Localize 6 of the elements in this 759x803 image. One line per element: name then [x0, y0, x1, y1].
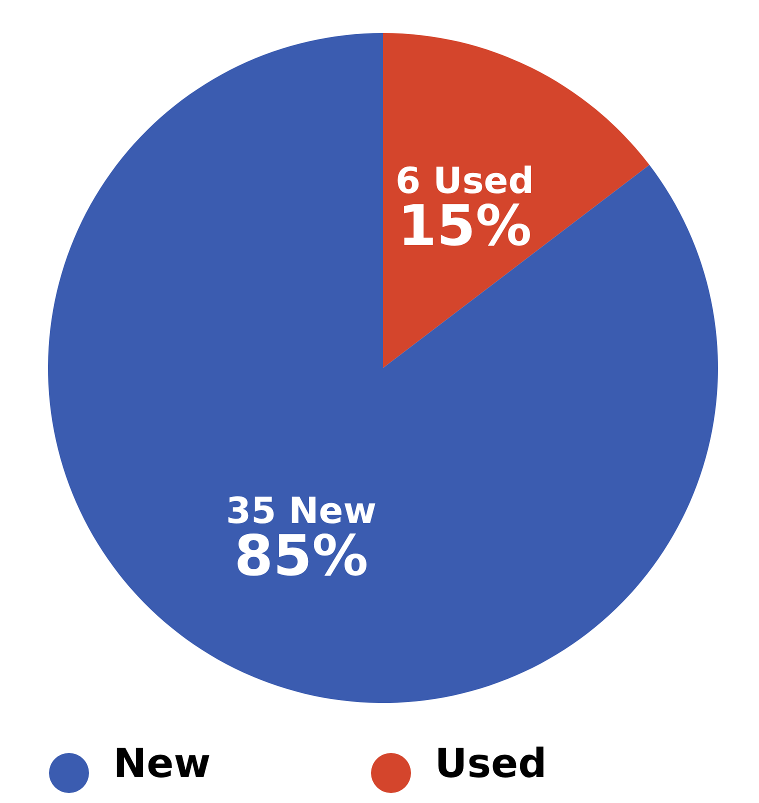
pie-slice [383, 33, 650, 368]
pie-slice [48, 33, 718, 703]
data-label: 35 New 85% [226, 491, 376, 590]
legend-label: Used [434, 741, 547, 788]
data-label: 6 Used 15% [396, 160, 534, 259]
legend-label: New [113, 741, 211, 788]
